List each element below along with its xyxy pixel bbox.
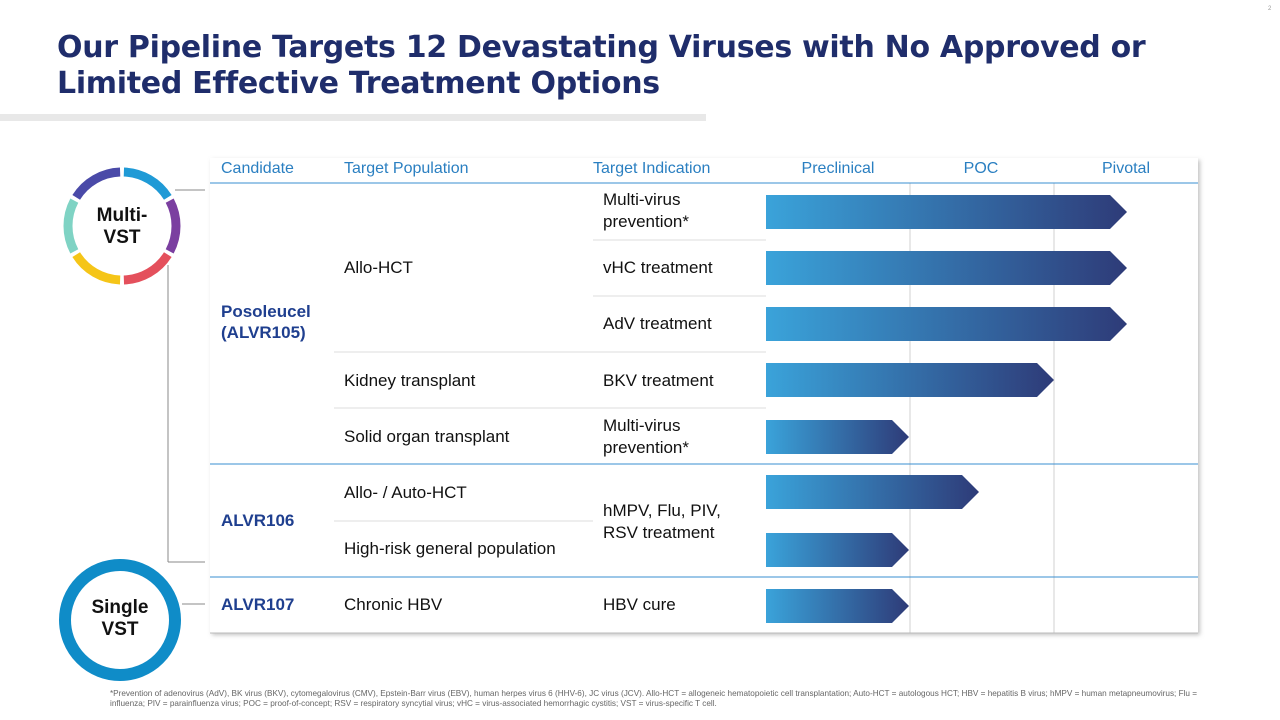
ring-segment bbox=[72, 252, 121, 285]
ring-segment bbox=[165, 198, 181, 254]
footnote: *Prevention of adenovirus (AdV), BK viru… bbox=[110, 689, 1198, 708]
column-header: Candidate bbox=[221, 160, 294, 177]
indication: Multi-virus bbox=[603, 190, 681, 209]
candidate: ALVR107 bbox=[221, 595, 295, 614]
progress-bar bbox=[766, 533, 909, 567]
progress-bar bbox=[766, 589, 909, 623]
ring-segment bbox=[123, 167, 172, 200]
column-header: Target Population bbox=[344, 160, 469, 177]
indication: RSV treatment bbox=[603, 523, 715, 542]
indication: BKV treatment bbox=[603, 371, 714, 390]
candidate: (ALVR105) bbox=[221, 323, 306, 342]
progress-bar bbox=[766, 195, 1127, 229]
progress-bar bbox=[766, 420, 909, 454]
column-header: POC bbox=[963, 160, 999, 177]
indication: hMPV, Flu, PIV, bbox=[603, 501, 721, 520]
column-header: Preclinical bbox=[801, 160, 875, 177]
progress-bar bbox=[766, 475, 979, 509]
title: Limited Effective Treatment Options bbox=[57, 66, 660, 101]
ring-segment bbox=[123, 252, 172, 285]
candidate: Posoleucel bbox=[221, 302, 311, 321]
title: Our Pipeline Targets 12 Devastating Viru… bbox=[57, 30, 1146, 65]
indication: prevention* bbox=[603, 212, 690, 231]
indication: AdV treatment bbox=[603, 314, 712, 333]
population: Solid organ transplant bbox=[344, 427, 510, 446]
indication: Multi-virus bbox=[603, 416, 681, 435]
badge-label: Single bbox=[91, 597, 149, 618]
column-header: Pivotal bbox=[1101, 160, 1151, 177]
population: Allo-HCT bbox=[344, 258, 413, 277]
ring-segment bbox=[72, 167, 121, 200]
title-rule bbox=[0, 114, 706, 121]
indication: prevention* bbox=[603, 438, 690, 457]
indication: HBV cure bbox=[603, 595, 676, 614]
page-number: 2 bbox=[1268, 6, 1272, 12]
candidate: ALVR106 bbox=[221, 511, 295, 530]
badge-label: VST bbox=[101, 619, 139, 640]
population: High-risk general population bbox=[344, 539, 556, 558]
badge-label: Multi- bbox=[96, 205, 148, 226]
progress-bar bbox=[766, 307, 1127, 341]
progress-bar bbox=[766, 363, 1054, 397]
population: Chronic HBV bbox=[344, 595, 443, 614]
population: Allo- / Auto-HCT bbox=[344, 483, 467, 502]
table-bg bbox=[210, 158, 1198, 633]
progress-bar bbox=[766, 251, 1127, 285]
population: Kidney transplant bbox=[344, 371, 476, 390]
ring-segment bbox=[63, 198, 79, 254]
column-header: Target Indication bbox=[593, 160, 711, 177]
single-ring bbox=[59, 559, 181, 681]
badge-label: VST bbox=[103, 227, 141, 248]
indication: vHC treatment bbox=[603, 258, 713, 277]
